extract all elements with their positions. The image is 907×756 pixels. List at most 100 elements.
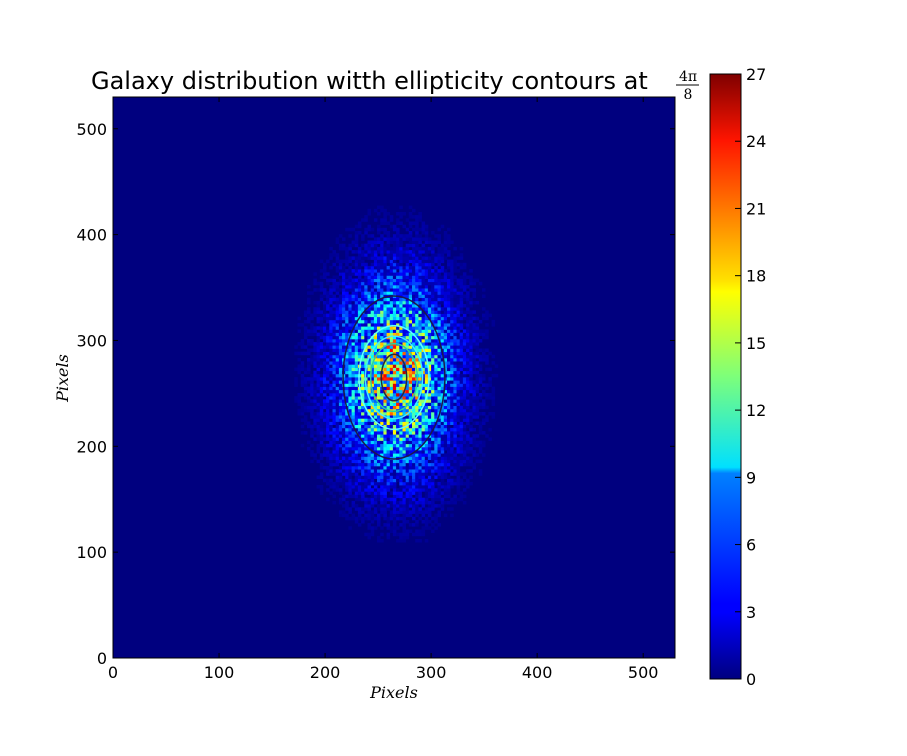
heatmap-cell bbox=[466, 459, 470, 464]
heatmap-cell bbox=[491, 389, 496, 394]
heatmap-cell bbox=[316, 316, 321, 321]
heatmap-cell bbox=[399, 212, 403, 216]
heatmap-cell bbox=[373, 291, 378, 295]
heatmap-cell bbox=[345, 294, 349, 298]
heatmap-cell bbox=[392, 364, 397, 368]
heatmap-cell bbox=[364, 215, 368, 219]
heatmap-cell bbox=[316, 475, 321, 479]
heatmap-cell bbox=[335, 393, 340, 397]
heatmap-cell bbox=[332, 250, 336, 254]
heatmap-cell bbox=[447, 339, 451, 343]
heatmap-cell bbox=[313, 418, 317, 422]
heatmap-cell bbox=[447, 408, 451, 413]
heatmap-cell bbox=[475, 412, 480, 416]
heatmap-cell bbox=[399, 278, 403, 283]
heatmap-cell bbox=[459, 450, 464, 454]
heatmap-cell bbox=[402, 396, 406, 400]
heatmap-cell bbox=[427, 358, 432, 362]
heatmap-cell bbox=[380, 310, 384, 314]
heatmap-cell bbox=[373, 262, 378, 267]
heatmap-cell bbox=[437, 262, 441, 267]
heatmap-cell bbox=[386, 516, 391, 521]
heatmap-cell bbox=[364, 399, 368, 403]
heatmap-cell bbox=[472, 399, 476, 403]
heatmap-cell bbox=[370, 412, 375, 416]
heatmap-cell bbox=[323, 478, 327, 483]
heatmap-cell bbox=[424, 500, 429, 505]
heatmap-cell bbox=[392, 516, 397, 521]
heatmap-cell bbox=[367, 342, 371, 346]
heatmap-cell bbox=[421, 421, 426, 425]
heatmap-cell bbox=[431, 472, 435, 476]
heatmap-cell bbox=[405, 335, 410, 340]
heatmap-cell bbox=[396, 472, 400, 476]
heatmap-cell bbox=[408, 415, 413, 419]
heatmap-cell bbox=[335, 434, 340, 438]
heatmap-cell bbox=[329, 291, 333, 295]
heatmap-cell bbox=[345, 466, 349, 470]
heatmap-cell bbox=[396, 272, 400, 276]
heatmap-cell bbox=[373, 275, 378, 279]
heatmap-cell bbox=[412, 288, 416, 292]
heatmap-cell bbox=[364, 348, 368, 352]
heatmap-cell bbox=[408, 367, 413, 372]
heatmap-cell bbox=[412, 361, 416, 365]
heatmap-cell bbox=[434, 332, 438, 337]
heatmap-cell bbox=[453, 472, 457, 476]
heatmap-cell bbox=[380, 421, 384, 425]
heatmap-cell bbox=[354, 504, 359, 508]
contour-ellipse bbox=[358, 324, 430, 431]
heatmap-cell bbox=[482, 383, 486, 387]
heatmap-cell bbox=[332, 300, 336, 305]
heatmap-cell bbox=[412, 259, 416, 264]
heatmap-cell bbox=[453, 415, 457, 419]
heatmap-cell bbox=[478, 440, 483, 445]
heatmap-cell bbox=[399, 399, 403, 403]
heatmap-cell bbox=[456, 497, 461, 502]
heatmap-cell bbox=[440, 367, 445, 372]
heatmap-cell bbox=[447, 396, 451, 400]
heatmap-cell bbox=[342, 319, 346, 324]
heatmap-cell bbox=[338, 386, 343, 391]
heatmap-cell bbox=[348, 453, 352, 457]
heatmap-cell bbox=[386, 418, 391, 422]
heatmap-cell bbox=[443, 339, 448, 343]
heatmap-cell bbox=[424, 456, 429, 460]
heatmap-cell bbox=[373, 373, 378, 378]
heatmap-cell bbox=[437, 332, 441, 337]
heatmap-cell bbox=[431, 329, 435, 333]
heatmap-cell bbox=[421, 510, 426, 514]
heatmap-cell bbox=[380, 399, 384, 403]
heatmap-cell bbox=[475, 316, 480, 321]
heatmap-cell bbox=[361, 361, 365, 365]
heatmap-cell bbox=[408, 485, 413, 489]
heatmap-cell bbox=[383, 345, 387, 349]
heatmap-cell bbox=[431, 339, 435, 343]
heatmap-cell bbox=[367, 504, 371, 508]
heatmap-cell bbox=[456, 294, 461, 298]
heatmap-cell bbox=[370, 427, 375, 432]
heatmap-cell bbox=[437, 431, 441, 435]
heatmap-cell bbox=[399, 418, 403, 422]
heatmap-cell bbox=[300, 373, 305, 378]
heatmap-cell bbox=[342, 504, 346, 508]
heatmap-cell bbox=[443, 424, 448, 429]
heatmap-cell bbox=[329, 437, 333, 441]
heatmap-cell bbox=[370, 396, 375, 400]
heatmap-cell bbox=[424, 507, 429, 511]
heatmap-cell bbox=[389, 510, 394, 514]
heatmap-cell bbox=[342, 459, 346, 464]
heatmap-cell bbox=[412, 329, 416, 333]
heatmap-cell bbox=[383, 431, 387, 435]
heatmap-cell bbox=[399, 478, 403, 483]
heatmap-cell bbox=[329, 377, 333, 381]
heatmap-cell bbox=[364, 437, 368, 441]
heatmap-cell bbox=[364, 469, 368, 473]
heatmap-cell bbox=[418, 377, 422, 381]
heatmap-cell bbox=[329, 310, 333, 314]
heatmap-cell bbox=[316, 405, 321, 410]
heatmap-cell bbox=[367, 389, 371, 394]
heatmap-cell bbox=[469, 377, 473, 381]
heatmap-cell bbox=[447, 294, 451, 298]
heatmap-cell bbox=[405, 253, 410, 257]
